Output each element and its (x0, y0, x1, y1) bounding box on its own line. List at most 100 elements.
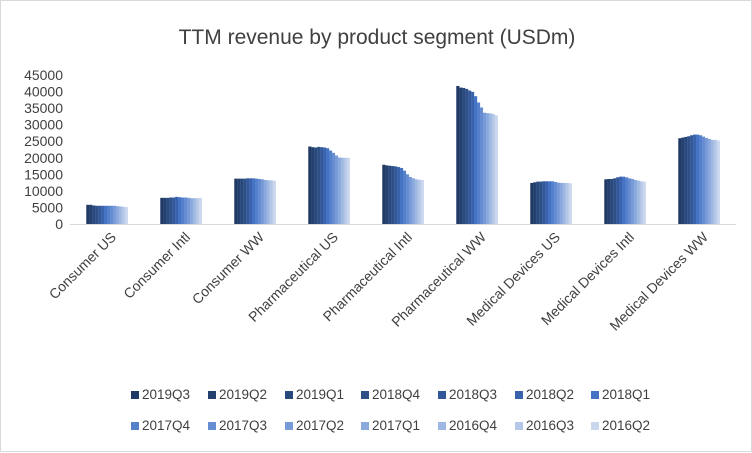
y-tick-label: 10000 (24, 183, 63, 199)
legend-label: 2019Q3 (142, 387, 190, 402)
bar (539, 181, 543, 224)
bar (104, 205, 108, 224)
bar (260, 179, 265, 224)
bar (477, 102, 481, 224)
bar (169, 197, 173, 224)
bar (533, 182, 537, 224)
bar-group (382, 164, 424, 224)
bar (252, 178, 256, 224)
bar (684, 136, 688, 224)
bar (237, 178, 241, 224)
bar (642, 181, 646, 224)
bar (456, 85, 460, 225)
legend-swatch (361, 422, 369, 430)
bar (530, 182, 534, 224)
bar (690, 135, 694, 224)
y-tick-label: 0 (55, 216, 63, 232)
bar-group (604, 176, 646, 224)
bar (175, 196, 179, 224)
legend-label: 2016Q4 (449, 418, 498, 433)
bar (716, 140, 720, 224)
bar (326, 148, 330, 224)
bar-group (160, 196, 202, 224)
bar (542, 181, 546, 224)
legend-item: 2016Q2 (591, 418, 650, 433)
bar (195, 198, 199, 224)
bar (385, 165, 389, 224)
legend-item: 2016Q3 (515, 418, 574, 433)
bar (320, 147, 324, 224)
bar (627, 178, 632, 224)
bar (266, 180, 270, 224)
bar (485, 113, 489, 224)
bar (186, 197, 191, 224)
bar (198, 197, 202, 224)
y-tick-label: 35000 (24, 100, 63, 116)
legend-item: 2017Q4 (131, 418, 191, 433)
y-tick-label: 15000 (24, 166, 63, 182)
bar (311, 147, 315, 224)
bar (562, 182, 566, 224)
bar (625, 177, 629, 224)
x-tick-label: Consumer Intl (120, 229, 193, 302)
bar (382, 164, 386, 224)
y-tick-label: 30000 (24, 117, 63, 133)
legend-swatch (285, 422, 293, 430)
y-tick-label: 25000 (24, 133, 63, 149)
legend-item: 2018Q1 (591, 387, 650, 402)
legend-label: 2018Q4 (372, 387, 421, 402)
legend-label: 2018Q3 (449, 387, 497, 402)
legend-item: 2018Q3 (438, 387, 497, 402)
bar (607, 178, 611, 224)
bar (388, 165, 392, 224)
bar (630, 178, 635, 224)
bar (707, 138, 711, 224)
legend-swatch (515, 391, 523, 399)
legend-swatch (285, 391, 293, 399)
bar (314, 147, 318, 224)
legend-swatch (591, 422, 599, 430)
bar (699, 135, 703, 224)
bar (414, 179, 418, 224)
legend-label: 2019Q1 (296, 387, 344, 402)
y-tick-label: 40000 (24, 84, 63, 100)
bar (545, 181, 549, 224)
legend-swatch (208, 391, 216, 399)
bar (482, 112, 487, 224)
legend-item: 2018Q4 (361, 387, 421, 402)
bar (323, 147, 327, 224)
bar (183, 197, 188, 224)
legend-swatch (438, 422, 446, 430)
legend-label: 2018Q1 (602, 387, 650, 402)
legend-item: 2017Q3 (208, 418, 267, 433)
legend-swatch (438, 391, 446, 399)
legend-label: 2018Q2 (526, 387, 574, 402)
bar (713, 139, 717, 224)
legend-label: 2017Q2 (296, 418, 344, 433)
legend-swatch (515, 422, 523, 430)
bar (636, 180, 640, 224)
bar (556, 182, 561, 224)
legend: 2019Q3 2019Q2 2019Q1 2018Q4 2018Q3 2018Q2 2018… (131, 387, 650, 433)
bar (255, 178, 259, 224)
bar (337, 157, 341, 224)
bar (411, 178, 415, 224)
bar (317, 146, 321, 224)
bar (704, 137, 709, 224)
legend-item: 2019Q2 (208, 387, 267, 402)
legend-swatch (591, 391, 599, 399)
legend-label: 2017Q1 (372, 418, 420, 433)
bar (551, 181, 555, 224)
bar (619, 176, 623, 224)
bar-group (86, 204, 128, 224)
bar (394, 166, 398, 224)
legend-swatch (131, 422, 139, 430)
bar (405, 174, 410, 224)
bar-group (678, 134, 720, 224)
bar (633, 179, 637, 224)
bar-group (456, 85, 498, 225)
bar (112, 205, 117, 224)
bar (331, 152, 336, 224)
bar (181, 197, 185, 224)
bars-layer (86, 85, 720, 225)
